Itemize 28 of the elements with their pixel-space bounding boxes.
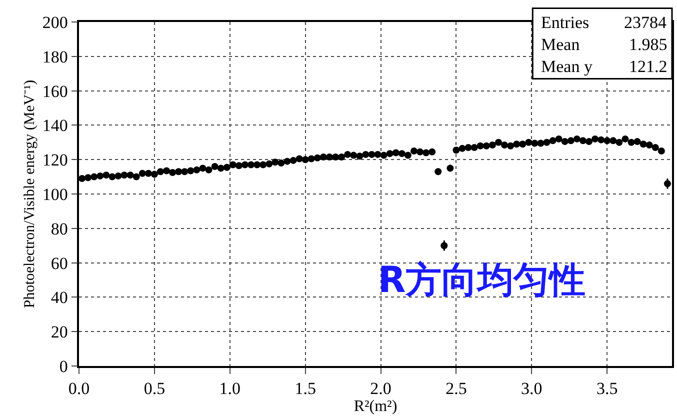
x-tick-label: 3.0	[521, 379, 542, 398]
y-tick-label: 140	[42, 116, 68, 136]
annotation: Entries	[541, 13, 590, 32]
x-tick-label: 1.0	[219, 379, 241, 398]
x-tick-label: 2.0	[370, 379, 392, 398]
annotation: 23784	[624, 13, 667, 32]
y-tick-label: 0	[59, 356, 68, 376]
y-tick-label: 160	[42, 82, 68, 101]
x-tick-label: 0.0	[68, 379, 90, 398]
annotation: 1.985	[629, 35, 668, 54]
annotation: 121.2	[629, 57, 668, 76]
y-tick-label: 40	[50, 288, 68, 308]
y-tick-label: 60	[50, 254, 68, 273]
annotation: Mean y	[541, 57, 593, 76]
x-tick-label: 1.5	[294, 379, 316, 398]
annotation: R方向均匀性	[378, 260, 586, 301]
y-tick-label: 120	[42, 150, 68, 170]
y-tick-label: 180	[42, 47, 68, 66]
y-tick-label: 100	[42, 184, 68, 204]
x-tick-label: 0.5	[144, 379, 166, 398]
x-axis-title: R²(m²)	[354, 398, 398, 416]
y-tick-label: 80	[50, 219, 68, 238]
y-tick-label: 200	[42, 12, 68, 32]
annotation: Mean	[541, 35, 580, 54]
x-tick-label: 2.5	[446, 379, 467, 398]
y-tick-label: 20	[50, 322, 68, 342]
x-tick-label: 3.5	[596, 379, 618, 398]
y-axis-title: Photoelectron/Visible energy (MeV⁻¹)	[22, 80, 38, 308]
